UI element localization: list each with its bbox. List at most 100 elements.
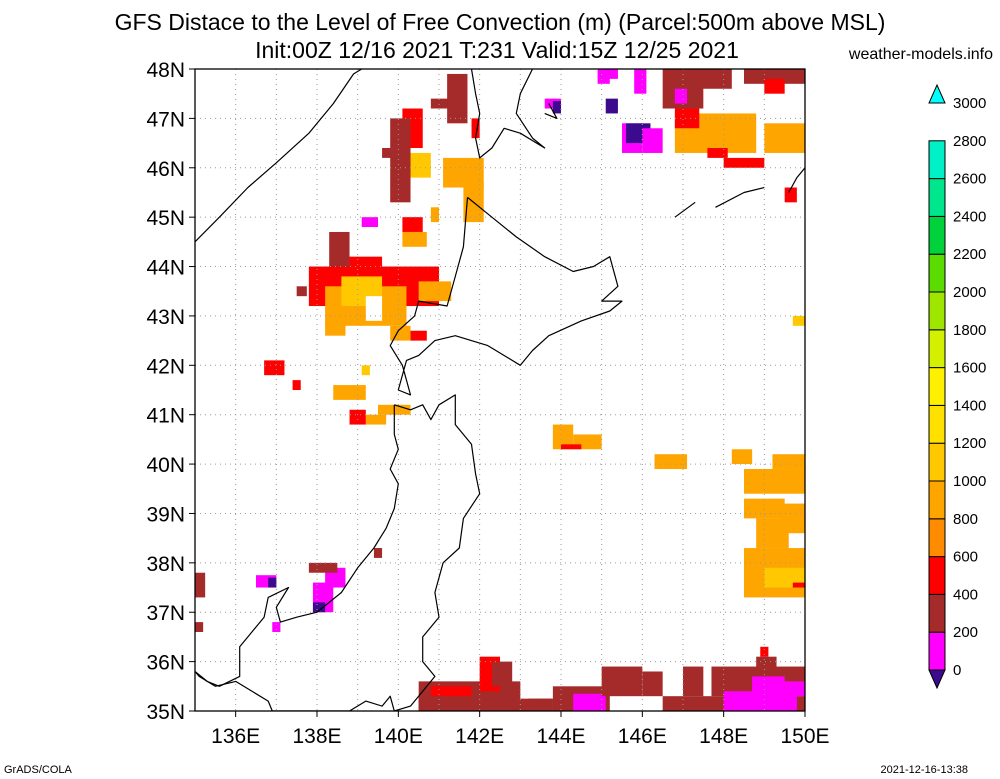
lon-tick-label: 148E: [699, 725, 748, 748]
colorbar-label: 600: [953, 549, 978, 566]
field-cell: [601, 666, 643, 697]
field-cell: [744, 469, 805, 494]
grid-lines: [195, 69, 805, 711]
field-cell: [365, 296, 383, 321]
lat-tick-label: 47N: [146, 108, 185, 131]
colorbar-label: 800: [953, 511, 978, 528]
colorbar-segment: [928, 442, 946, 482]
colorbar-segment: [928, 593, 946, 633]
colorbar-segment: [928, 215, 946, 255]
coastline: [389, 196, 623, 396]
map-panel: 136E 138E 140E 142E 144E 146E 148E 150E 48N 47N 46…: [146, 59, 829, 748]
field-cell: [361, 365, 370, 376]
colorbar-segment: [928, 329, 946, 369]
colorbar-label: 2800: [953, 133, 986, 150]
field-cell: [264, 360, 285, 376]
field-cell: [642, 128, 663, 153]
colorbar-segment: [928, 480, 946, 520]
field-cell: [312, 602, 326, 613]
coastline: [544, 103, 558, 119]
colorbar-arrow-bottom: [928, 669, 946, 690]
colorbar-label: 1400: [953, 397, 986, 414]
colorbar-arrow-top: [928, 83, 946, 104]
lat-tick-label: 46N: [146, 158, 185, 181]
field-cell: [561, 444, 582, 450]
field-cell: [772, 454, 805, 470]
lon-tick-label: 150E: [780, 725, 829, 748]
coastline: [715, 186, 765, 208]
site-label: weather-models.info: [848, 46, 993, 63]
colorbar-segment: [928, 140, 946, 180]
footer-left: GrADS/COLA: [4, 764, 73, 776]
colorbar-segment: [928, 631, 946, 671]
field-cell: [760, 646, 769, 657]
field-cell: [674, 88, 688, 104]
lat-tick-label: 35N: [146, 701, 185, 724]
field-cell: [764, 123, 805, 153]
field-cell: [752, 676, 785, 697]
colorbar-label: 0: [953, 662, 961, 679]
field-cell: [329, 231, 350, 272]
field-cell: [707, 148, 728, 158]
colorbar-label: 2200: [953, 246, 986, 263]
lat-tick-label: 37N: [146, 602, 185, 625]
coastlines: [195, 69, 805, 711]
field-cell: [410, 330, 427, 341]
field-cell: [634, 69, 647, 94]
field-cell: [552, 424, 574, 450]
field-cell: [683, 666, 704, 697]
colorbar-label: 2600: [953, 171, 986, 188]
field-cell: [373, 548, 383, 558]
colorbar-label: 400: [953, 586, 978, 603]
field-cell: [792, 582, 805, 588]
lat-tick-label: 38N: [146, 553, 185, 576]
lon-tick-label: 146E: [618, 725, 667, 748]
lat-tick-label: 44N: [146, 257, 185, 280]
lat-tick-label: 36N: [146, 652, 185, 675]
footer-right: 2021-12-16-13:38: [881, 764, 968, 776]
field-cell: [365, 414, 387, 425]
colorbar-segment: [928, 291, 946, 331]
field-cell: [382, 148, 403, 158]
field-cell: [325, 567, 346, 588]
map-background: [195, 69, 805, 711]
map-ticks: 136E 138E 140E 142E 144E 146E 148E 150E 48N 47N 46…: [146, 59, 829, 748]
lat-tick-label: 48N: [146, 59, 185, 82]
coastline: [195, 404, 399, 687]
field-cell: [292, 380, 301, 390]
colorbar-label: 200: [953, 624, 978, 641]
colorbar-label: 3000: [953, 95, 986, 112]
field-cell: [361, 217, 378, 228]
field-cell: [195, 622, 204, 632]
colorbar-label: 1000: [953, 473, 986, 490]
colorbar-segment: [928, 178, 946, 217]
field-cell: [642, 671, 663, 697]
colorbar-segment: [928, 404, 946, 444]
field-cell: [390, 118, 411, 203]
field-cell: [491, 661, 513, 687]
field-cell: [528, 698, 553, 711]
field-cell: [605, 98, 618, 114]
lon-tick-label: 136E: [211, 725, 260, 748]
colorbar-label: 1800: [953, 322, 986, 339]
field-cell: [430, 98, 452, 109]
field-cell: [744, 498, 785, 519]
lon-tick-label: 144E: [536, 725, 585, 748]
field-cell: [447, 73, 468, 124]
lat-tick-label: 43N: [146, 306, 185, 329]
field-cell: [296, 286, 307, 297]
field-cell: [308, 562, 338, 573]
lat-tick-label: 45N: [146, 207, 185, 230]
field-cell: [573, 693, 606, 711]
field-cell: [784, 187, 797, 203]
field-cell: [780, 503, 805, 534]
field-cell: [471, 118, 480, 139]
field-cell: [272, 622, 281, 632]
colorbar-label: 2400: [953, 208, 986, 225]
field-cell: [402, 217, 423, 232]
colorbar-segment: [928, 518, 946, 558]
colorbar-segment: [928, 367, 946, 406]
field-cell: [268, 577, 277, 588]
field-cell: [325, 320, 346, 336]
